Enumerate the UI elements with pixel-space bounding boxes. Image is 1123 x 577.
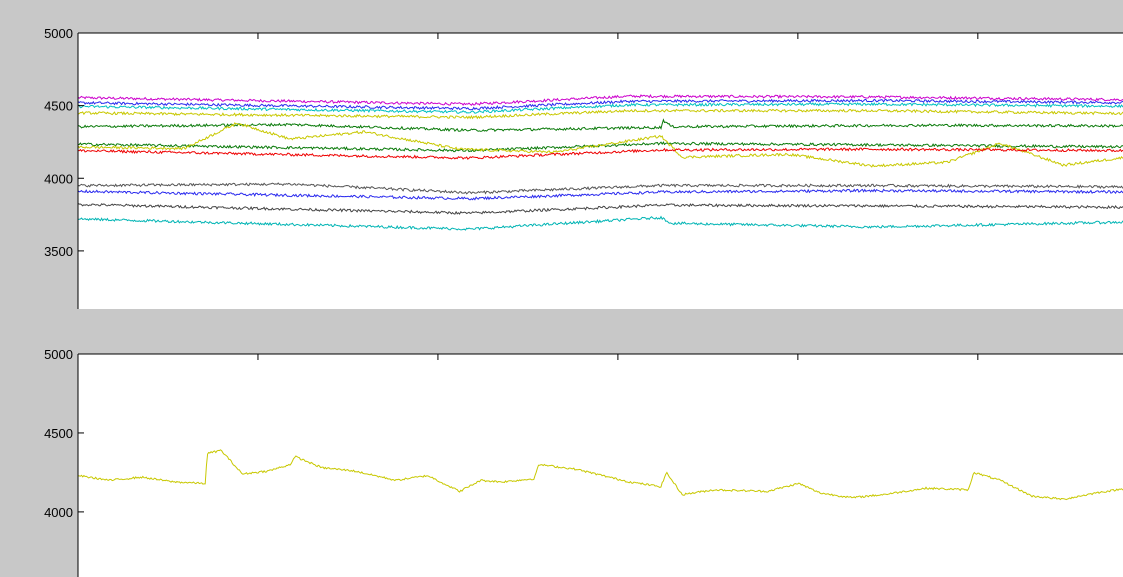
top-plot-series-line-5 (77, 118, 1123, 132)
top-plot-series-line-8 (77, 147, 1123, 160)
top-plot-series-line-2 (77, 98, 1123, 111)
top-plot-series-line-3 (77, 102, 1123, 114)
top-plot-series-line-11 (77, 202, 1123, 215)
bottom-plot-y-tick-label-4000: 4000 (44, 505, 73, 520)
bottom-plot-y-tick-label-4500: 4500 (44, 426, 73, 441)
top-plot-ticks: 3500 4000 4500 5000 (44, 26, 979, 259)
top-plot-y-tick-label-4500: 4500 (44, 99, 73, 114)
top-plot-series-group (77, 94, 1123, 231)
top-plot-series-line-4 (77, 108, 1123, 120)
bottom-plot-ticks: 4000 4500 5000 (44, 347, 979, 520)
bottom-plot-series-line-1 (78, 449, 1123, 501)
top-plot-y-tick-label-3500: 3500 (44, 244, 73, 259)
top-plot-series-line-9 (77, 182, 1123, 195)
top-plot-axes: 3500 4000 4500 5000 (44, 26, 1123, 309)
top-plot-series-line-6 (77, 141, 1123, 153)
top-plot-series-line-10 (77, 188, 1123, 201)
top-plot-series-line-7 (77, 122, 1123, 168)
top-plot-y-tick-label-4000: 4000 (44, 171, 73, 186)
bottom-plot-series-group (78, 449, 1123, 501)
bottom-plot-background (78, 354, 1123, 577)
bottom-plot-axes: 4000 4500 5000 (44, 347, 1123, 577)
top-plot-background (78, 33, 1123, 309)
top-plot-series-line-12 (77, 215, 1123, 231)
top-plot-y-tick-label-5000: 5000 (44, 26, 73, 41)
top-plot-series-line-1 (77, 94, 1123, 107)
bottom-plot-y-tick-label-5000: 5000 (44, 347, 73, 362)
